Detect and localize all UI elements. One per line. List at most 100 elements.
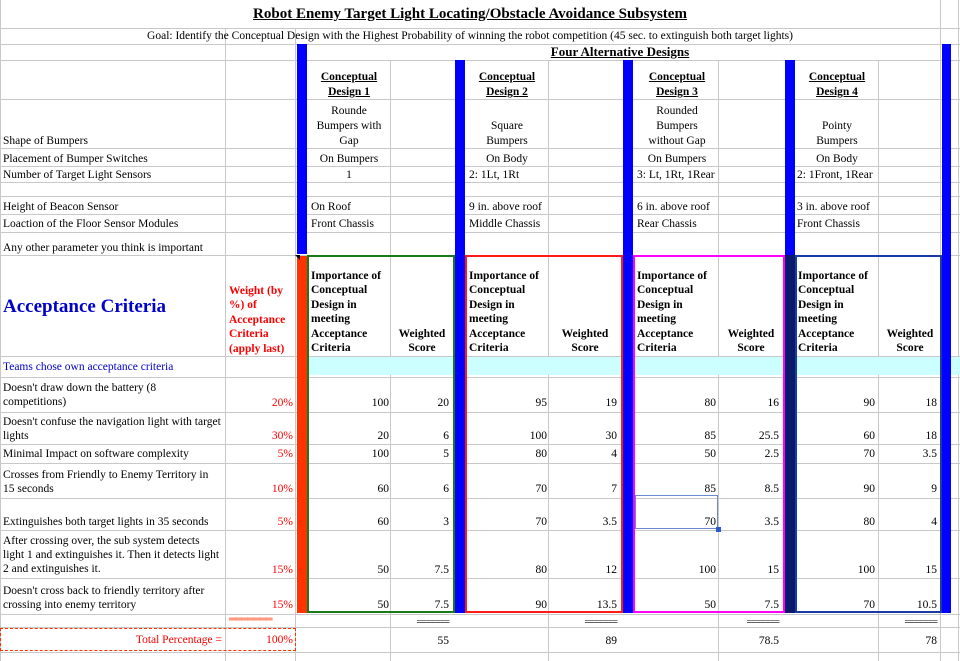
equals-3: ======= xyxy=(746,617,780,628)
design3-weighted-score[interactable]: 16 xyxy=(767,397,780,409)
cyan-band-5 xyxy=(951,357,960,375)
design3-total: 78.5 xyxy=(758,635,779,647)
design2-importance-score[interactable]: 95 xyxy=(535,397,548,409)
param-placement-label: Placement of Bumper Switches xyxy=(3,153,148,165)
design4-importance-header: Importance of Conceptual Design in meeting A… xyxy=(798,270,868,355)
design4-importance-score[interactable]: 70 xyxy=(863,448,876,460)
design3-weighted-score[interactable]: 7.5 xyxy=(764,599,779,611)
design3-weighted-score[interactable]: 15 xyxy=(767,564,780,576)
total-weight: 100% xyxy=(266,634,293,646)
criterion-label: Doesn't draw down the battery (8 competi… xyxy=(3,382,157,408)
design3-importance-score[interactable]: 100 xyxy=(698,564,716,576)
design1-importance-score[interactable]: 50 xyxy=(377,599,390,611)
design1-importance-score[interactable]: 60 xyxy=(377,483,390,495)
design2-weighted-score[interactable]: 30 xyxy=(605,430,618,442)
design2-name-1: Conceptual xyxy=(478,71,536,83)
param-floor-label: Loaction of the Floor Sensor Modules xyxy=(3,218,179,230)
design1-importance-score[interactable]: 20 xyxy=(377,430,390,442)
design4-importance-score[interactable]: 60 xyxy=(863,430,876,442)
design2-importance-score[interactable]: 90 xyxy=(535,599,548,611)
param-shape-label: Shape of Bumpers xyxy=(3,135,88,147)
design1-importance-score[interactable]: 100 xyxy=(371,448,389,460)
design3-importance-score[interactable]: 50 xyxy=(704,599,717,611)
criterion-weight: 15% xyxy=(271,599,293,611)
design3-importance-score[interactable]: 85 xyxy=(704,430,717,442)
design2-importance-score[interactable]: 80 xyxy=(535,564,548,576)
design4-importance-score[interactable]: 90 xyxy=(863,397,876,409)
design1-weighted-score[interactable]: 7.5 xyxy=(434,599,449,611)
design1-name-1: Conceptual xyxy=(320,71,378,83)
design2-importance-score[interactable]: 70 xyxy=(535,483,548,495)
design4-floor: Front Chassis xyxy=(797,218,860,230)
acceptance-title: Acceptance Criteria xyxy=(3,296,167,317)
design3-importance-score[interactable]: 50 xyxy=(704,448,717,460)
design1-floor: Front Chassis xyxy=(311,218,374,230)
design1-weighted-score[interactable]: 20 xyxy=(437,397,450,409)
design1-weighted-score[interactable]: 3 xyxy=(443,516,449,528)
design2-beacon: 9 in. above roof xyxy=(469,201,542,213)
design3-weighted-score[interactable]: 3.5 xyxy=(764,516,779,528)
design4-weighted-score[interactable]: 9 xyxy=(931,483,937,495)
design2-importance-score[interactable]: 80 xyxy=(535,448,548,460)
sheet-title: Robot Enemy Target Light Locating/Obstac… xyxy=(253,6,687,22)
design1-importance-score[interactable]: 50 xyxy=(377,564,390,576)
design3-weighted-score[interactable]: 25.5 xyxy=(758,430,779,442)
cyan-band-1 xyxy=(309,357,453,375)
design3-importance-score[interactable]: 85 xyxy=(704,483,717,495)
equals-1: ======= xyxy=(416,617,450,628)
design1-weighted-score[interactable]: 5 xyxy=(443,448,449,460)
design2-weighted-score[interactable]: 4 xyxy=(611,448,617,460)
design2-weighted-score[interactable]: 13.5 xyxy=(596,599,617,611)
design1-importance-score[interactable]: 100 xyxy=(371,397,389,409)
criterion-weight: 5% xyxy=(277,448,293,460)
design2-total: 89 xyxy=(605,635,618,647)
design3-weighted-score[interactable]: 8.5 xyxy=(764,483,779,495)
design3-importance-score[interactable]: 70 xyxy=(704,516,717,528)
design2-importance-score[interactable]: 70 xyxy=(535,516,548,528)
design2-weighted-score[interactable]: 3.5 xyxy=(602,516,617,528)
design4-importance-score[interactable]: 90 xyxy=(863,483,876,495)
design2-weighted-score[interactable]: 19 xyxy=(605,397,618,409)
design4-shape-2: Pointy xyxy=(821,120,853,132)
param-other-label: Any other parameter you think is importa… xyxy=(3,242,203,254)
design1-total: 55 xyxy=(437,635,450,647)
design4-importance-score[interactable]: 100 xyxy=(857,564,875,576)
design1-sensors: 1 xyxy=(346,169,352,181)
design4-importance-score[interactable]: 70 xyxy=(863,599,876,611)
design3-weighted-score[interactable]: 2.5 xyxy=(764,448,779,460)
design4-weighted-score[interactable]: 18 xyxy=(925,430,938,442)
criterion-label: Extinguishes both target lights in 35 se… xyxy=(3,516,209,528)
design2-floor: Middle Chassis xyxy=(469,218,541,230)
criterion-weight: 10% xyxy=(271,483,293,495)
design4-weighted-score[interactable]: 15 xyxy=(925,564,938,576)
design3-bar xyxy=(623,60,633,613)
design1-importance-score[interactable]: 60 xyxy=(377,516,390,528)
design4-weighted-score[interactable]: 4 xyxy=(931,516,937,528)
design2-importance-score[interactable]: 100 xyxy=(529,430,547,442)
criterion-weight: 30% xyxy=(271,430,293,442)
design4-weighted-score[interactable]: 10.5 xyxy=(916,599,937,611)
design3-shape-1: Rounded xyxy=(656,105,698,117)
fill-handle[interactable] xyxy=(716,527,721,532)
design2-weighted-score[interactable]: 12 xyxy=(605,564,618,576)
design4-weighted-score[interactable]: 18 xyxy=(925,397,938,409)
total-label: Total Percentage = xyxy=(135,634,222,646)
design4-beacon: 3 in. above roof xyxy=(797,201,870,213)
design3-name-2: Design 3 xyxy=(656,86,698,98)
selected-cell[interactable] xyxy=(635,495,718,529)
design1-weighted-score[interactable]: 7.5 xyxy=(434,564,449,576)
design2-weighted-score[interactable]: 7 xyxy=(611,483,617,495)
design1-weighted-score[interactable]: 6 xyxy=(443,483,449,495)
design3-importance-score[interactable]: 80 xyxy=(704,397,717,409)
design4-importance-score[interactable]: 80 xyxy=(863,516,876,528)
design2-shape-2: Square xyxy=(491,120,523,132)
design1-name-2: Design 1 xyxy=(328,86,370,98)
design4-weighted-score[interactable]: 3.5 xyxy=(922,448,937,460)
criterion-label: Doesn't confuse the navigation light wit… xyxy=(3,416,221,442)
cyan-band-2 xyxy=(467,357,621,375)
design4-weighted-header: Weighted Score xyxy=(886,328,934,355)
design1-box xyxy=(307,255,455,613)
design1-weighted-score[interactable]: 6 xyxy=(443,430,449,442)
design2-importance-header: Importance of Conceptual Design in meeting A… xyxy=(469,270,539,355)
weight-equals: ═══════ xyxy=(229,614,273,625)
